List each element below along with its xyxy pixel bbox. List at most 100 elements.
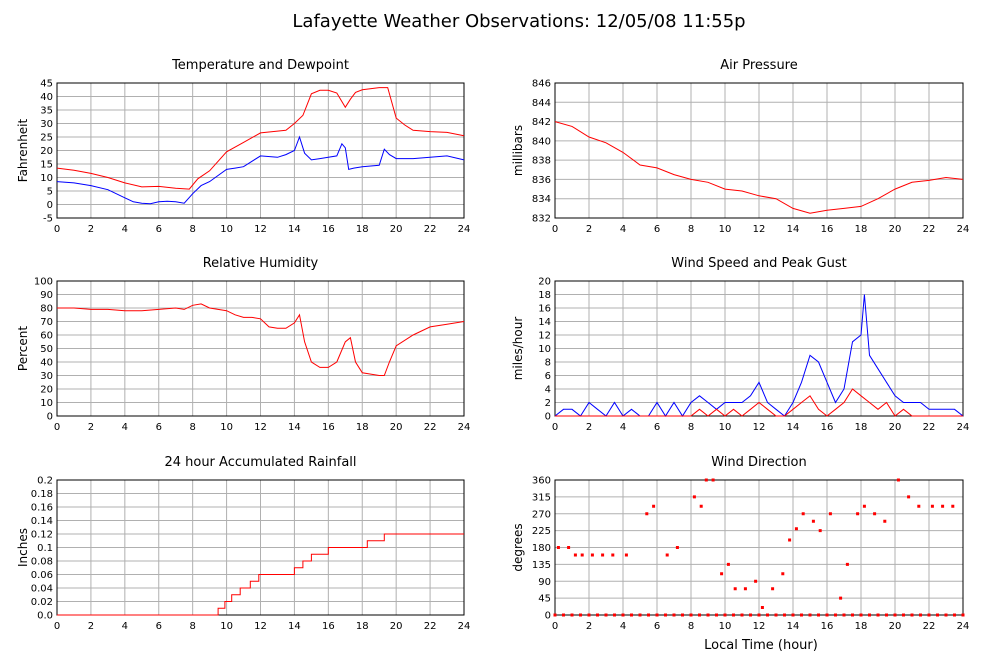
- hum-y-tick-label: 0: [47, 412, 53, 423]
- dir-point: [706, 613, 710, 617]
- dir-x-tick-label: 16: [821, 621, 834, 632]
- dir-point: [711, 478, 715, 482]
- dir-point: [733, 587, 737, 591]
- dir-point: [732, 613, 735, 617]
- wind-y-tick-label: 20: [538, 277, 551, 288]
- rain-x-tick-label: 20: [390, 621, 403, 632]
- hum-y-tick-label: 70: [40, 317, 53, 328]
- press-x-tick-label: 22: [923, 224, 936, 235]
- temp-y-tick-label: 5: [47, 187, 53, 198]
- dir-point: [818, 529, 822, 533]
- dir-x-tick-label: 14: [787, 621, 800, 632]
- press-x-tick-label: 6: [654, 224, 660, 235]
- dir-point: [704, 478, 708, 482]
- dir-point: [621, 613, 625, 617]
- rain-y-tick-label: 0.1: [37, 543, 53, 554]
- dir-point: [811, 519, 815, 523]
- press-x-tick-label: 14: [787, 224, 800, 235]
- rain-x-tick-label: 4: [122, 621, 128, 632]
- wind-x-tick-label: 24: [957, 422, 970, 433]
- dir-point: [845, 562, 849, 566]
- temp-x-tick-label: 20: [390, 224, 403, 235]
- temp-y-tick-label: 35: [40, 106, 53, 117]
- dir-x-tick-label: 18: [855, 621, 868, 632]
- temp-x-tick-label: 8: [189, 224, 195, 235]
- dir-point: [862, 504, 866, 508]
- dir-y-tick-label: 360: [532, 476, 551, 487]
- rain-x-tick-label: 8: [189, 621, 195, 632]
- dir-point: [808, 613, 812, 617]
- hum-y-tick-label: 100: [34, 277, 53, 288]
- rain-y-tick-label: 0.2: [37, 476, 53, 487]
- dir-x-tick-label: 6: [654, 621, 660, 632]
- wind-title: Wind Speed and Peak Gust: [671, 256, 846, 271]
- dir-point: [902, 613, 905, 617]
- hum-x-tick-label: 2: [88, 422, 94, 433]
- dir-point: [941, 504, 945, 508]
- rain-plot-frame: [56, 479, 465, 616]
- dir-point: [859, 613, 863, 617]
- temp-y-tick-label: 15: [40, 160, 53, 171]
- dir-y-axis-label: degrees: [511, 523, 525, 571]
- press-x-tick-label: 10: [719, 224, 732, 235]
- dir-point: [930, 504, 934, 508]
- wind-y-tick-label: 12: [538, 331, 551, 342]
- dir-point: [672, 613, 676, 617]
- dir-y-tick-label: 180: [532, 543, 551, 554]
- dir-point: [689, 613, 693, 617]
- hum-x-tick-label: 18: [356, 422, 369, 433]
- dir-point: [774, 613, 778, 617]
- rain-y-tick-label: 0.02: [31, 597, 53, 608]
- press-x-tick-label: 8: [688, 224, 694, 235]
- hum-series-line-0: [57, 303, 465, 376]
- rain-x-tick-label: 0: [54, 621, 60, 632]
- temp-x-tick-label: 16: [322, 224, 335, 235]
- wind-y-tick-label: 8: [545, 358, 551, 369]
- dir-point: [638, 613, 642, 617]
- press-y-tick-label: 844: [532, 98, 551, 109]
- temp-x-tick-label: 24: [458, 224, 471, 235]
- hum-x-tick-label: 24: [458, 422, 471, 433]
- hum-x-tick-label: 20: [390, 422, 403, 433]
- dir-point: [556, 546, 560, 549]
- wind-y-tick-label: 6: [545, 371, 551, 382]
- wind-x-tick-label: 0: [552, 422, 558, 433]
- dir-point: [839, 596, 843, 600]
- press-y-tick-label: 836: [532, 175, 551, 186]
- dir-point: [771, 587, 775, 591]
- dir-point: [580, 553, 584, 557]
- dir-point: [692, 495, 696, 499]
- dir-point: [883, 519, 887, 523]
- dir-point: [647, 613, 650, 617]
- hum-y-tick-label: 20: [40, 385, 53, 396]
- dir-point: [698, 613, 701, 617]
- dir-y-tick-label: 135: [532, 560, 551, 571]
- press-x-tick-label: 18: [855, 224, 868, 235]
- press-x-tick-label: 16: [821, 224, 834, 235]
- temp-x-tick-label: 12: [254, 224, 267, 235]
- rain-y-tick-label: 0.0: [37, 611, 53, 622]
- temp-y-tick-label: 20: [40, 146, 53, 157]
- dir-point: [896, 478, 900, 482]
- wind-x-tick-label: 10: [719, 422, 732, 433]
- dir-point: [715, 613, 718, 617]
- wind-y-tick-label: 4: [545, 385, 551, 396]
- dir-x-tick-label: 10: [719, 621, 732, 632]
- hum-x-tick-label: 22: [424, 422, 437, 433]
- dir-point: [749, 613, 752, 617]
- dir-point: [726, 562, 730, 566]
- dir-point: [681, 613, 684, 617]
- temp-series-line-1: [56, 135, 465, 205]
- temp-y-tick-label: 10: [40, 173, 53, 184]
- rain-x-tick-label: 2: [88, 621, 94, 632]
- temp-y-axis-label: Fahrenheit: [16, 118, 30, 182]
- rain-x-tick-label: 18: [356, 621, 369, 632]
- dir-point: [587, 613, 591, 617]
- temp-x-tick-label: 14: [288, 224, 301, 235]
- temp-y-tick-label: 45: [40, 79, 53, 90]
- dir-point: [919, 613, 922, 617]
- dir-point: [624, 553, 628, 557]
- dir-point: [953, 613, 956, 617]
- dir-y-tick-label: 315: [532, 492, 551, 503]
